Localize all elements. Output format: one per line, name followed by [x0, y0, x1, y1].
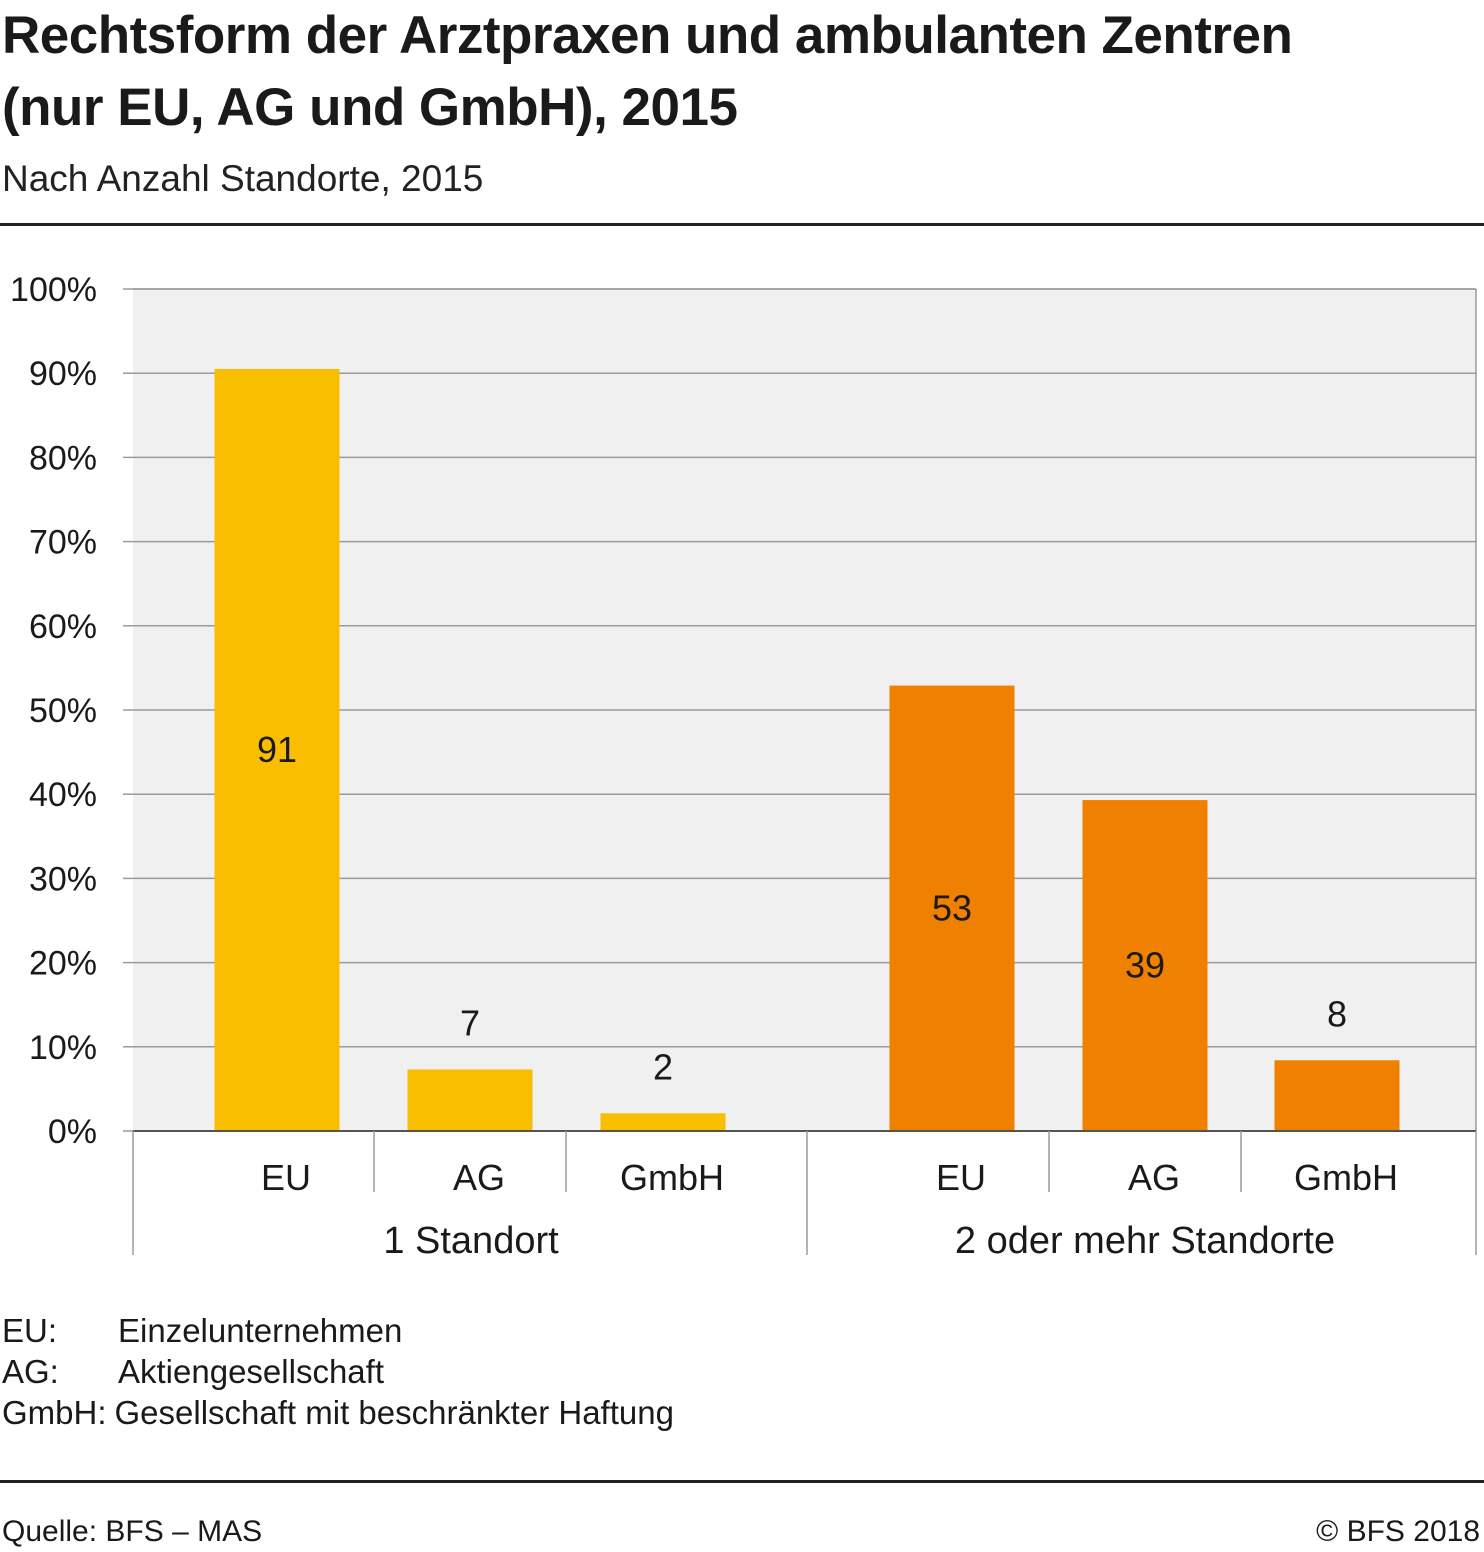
source-note: Quelle: BFS – MAS [2, 1515, 263, 1548]
chart-subtitle: Nach Anzahl Standorte, 2015 [2, 158, 484, 199]
copyright-note: © BFS 2018 [1316, 1515, 1480, 1548]
y-tick-label: 20% [29, 945, 97, 983]
y-tick-label: 30% [29, 860, 97, 898]
bar [214, 368, 340, 1131]
bar-chart: 0% 10% 20% 30% 40% 50% 60% 70% 80% 90% 100% 91 EU 7 AG… [10, 271, 1477, 1262]
legend-row: EU: Einzelunternehmen [2, 1310, 674, 1351]
bar [1274, 1060, 1400, 1131]
y-tick-label: 10% [29, 1029, 97, 1067]
y-tick-label: 0% [48, 1113, 97, 1151]
legend-row: AG: Aktiengesellschaft [2, 1351, 674, 1392]
x-category-label: GmbH [620, 1157, 724, 1198]
data-label: 39 [1125, 945, 1165, 986]
data-label: 53 [932, 887, 972, 928]
y-tick-label: 40% [29, 776, 97, 814]
data-label: 8 [1327, 993, 1347, 1034]
x-category-label: AG [453, 1157, 505, 1198]
legend-text: Einzelunternehmen [118, 1312, 403, 1349]
x-group-label: 1 Standort [383, 1220, 559, 1262]
abbreviation-legend: EU: Einzelunternehmen AG: Aktiengesellsc… [2, 1310, 674, 1433]
legend-row: GmbH: Gesellschaft mit beschränkter Haft… [2, 1392, 674, 1433]
x-category-label: AG [1128, 1157, 1180, 1198]
top-divider [0, 223, 1484, 226]
legend-key: EU: [2, 1312, 58, 1349]
legend-key: GmbH: [2, 1394, 107, 1431]
data-label: 7 [460, 1003, 480, 1044]
x-category-label: EU [261, 1157, 311, 1198]
y-tick-label: 90% [29, 355, 97, 393]
y-tick-label: 50% [29, 692, 97, 730]
x-category-label: GmbH [1294, 1157, 1398, 1198]
bar [600, 1113, 726, 1131]
x-category-label: EU [936, 1157, 986, 1198]
bar [1082, 800, 1208, 1131]
y-tick-label: 80% [29, 439, 97, 477]
bar [407, 1069, 533, 1131]
y-tick-label: 100% [10, 271, 97, 309]
bottom-divider [0, 1480, 1484, 1483]
data-label: 2 [653, 1046, 673, 1087]
x-group-label: 2 oder mehr Standorte [955, 1220, 1335, 1262]
legend-key: AG: [2, 1353, 59, 1390]
data-label: 91 [257, 729, 297, 770]
chart-title: Rechtsform der Arztpraxen und ambulanten… [2, 6, 1293, 137]
y-tick-label: 70% [29, 524, 97, 562]
bar [889, 685, 1015, 1131]
legend-text: Aktiengesellschaft [118, 1353, 384, 1390]
y-tick-label: 60% [29, 608, 97, 646]
legend-text: Gesellschaft mit beschränkter Haftung [114, 1394, 674, 1431]
